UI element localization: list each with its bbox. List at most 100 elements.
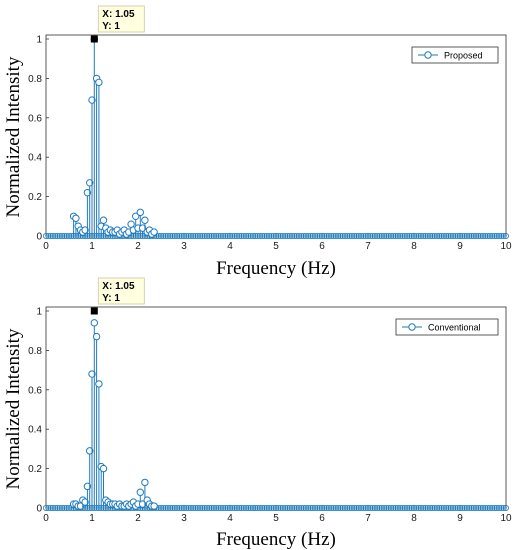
baseline-marker-conventional bbox=[355, 504, 362, 511]
baseline-marker-conventional bbox=[171, 504, 178, 511]
baseline-marker-proposed bbox=[415, 232, 422, 239]
baseline-marker-conventional bbox=[420, 504, 427, 511]
baseline-marker-conventional bbox=[197, 504, 204, 511]
x-tick-label-proposed: 9 bbox=[457, 241, 463, 252]
baseline-marker-proposed bbox=[261, 232, 268, 239]
baseline-marker-proposed bbox=[164, 232, 171, 239]
y-tick-label-proposed: 0 bbox=[36, 232, 42, 243]
baseline-marker-conventional bbox=[206, 504, 213, 511]
baseline-marker-conventional bbox=[440, 504, 447, 511]
baseline-marker-proposed bbox=[314, 232, 321, 239]
baseline-marker-conventional bbox=[415, 504, 422, 511]
baseline-marker-conventional bbox=[286, 504, 293, 511]
baseline-marker-conventional bbox=[61, 504, 68, 511]
x-tick-label-conventional: 6 bbox=[319, 513, 325, 524]
stem-marker-proposed[interactable] bbox=[136, 208, 145, 217]
stem-marker-conventional[interactable] bbox=[150, 502, 158, 510]
stem-marker-conventional[interactable] bbox=[136, 488, 145, 496]
baseline-marker-conventional bbox=[362, 504, 369, 511]
baseline-marker-conventional bbox=[247, 504, 254, 511]
baseline-marker-proposed bbox=[427, 232, 434, 239]
baseline-marker-conventional bbox=[461, 504, 468, 511]
baseline-marker-proposed bbox=[383, 232, 390, 239]
baseline-marker-proposed bbox=[424, 232, 431, 239]
baseline-marker-conventional bbox=[401, 504, 408, 511]
baseline-marker-conventional bbox=[341, 504, 348, 511]
baseline-marker-conventional bbox=[245, 504, 252, 511]
baseline-marker-conventional bbox=[210, 504, 217, 511]
stem-marker-conventional[interactable] bbox=[88, 370, 96, 378]
baseline-marker-proposed bbox=[358, 232, 365, 239]
baseline-marker-conventional bbox=[236, 504, 243, 511]
baseline-marker-conventional bbox=[353, 504, 360, 511]
stem-marker-proposed[interactable] bbox=[88, 96, 96, 104]
baseline-marker-conventional bbox=[263, 504, 270, 511]
baseline-marker-conventional bbox=[240, 504, 247, 511]
baseline-marker-proposed bbox=[49, 232, 56, 239]
baseline-marker-proposed bbox=[406, 232, 413, 239]
baseline-marker-conventional bbox=[178, 504, 185, 511]
stem-marker-conventional[interactable] bbox=[86, 447, 94, 455]
chart-conventional-xlabel: Frequency (Hz) bbox=[216, 529, 336, 550]
baseline-marker-proposed bbox=[374, 232, 381, 239]
stem-marker-proposed[interactable] bbox=[72, 214, 80, 222]
baseline-marker-conventional bbox=[390, 504, 397, 511]
stem-marker-conventional[interactable] bbox=[81, 498, 89, 506]
baseline-marker-proposed bbox=[387, 232, 394, 239]
baseline-marker-conventional bbox=[190, 504, 197, 511]
baseline-marker-conventional bbox=[316, 504, 323, 511]
y-tick-label-proposed: 0.6 bbox=[28, 113, 42, 124]
baseline-marker-conventional bbox=[277, 504, 284, 511]
baseline-marker-proposed bbox=[275, 232, 282, 239]
stem-marker-proposed[interactable] bbox=[141, 216, 149, 224]
stem-marker-proposed[interactable] bbox=[99, 216, 108, 224]
baseline-marker-conventional bbox=[438, 504, 445, 511]
baseline-marker-proposed bbox=[233, 232, 240, 239]
stem-marker-conventional[interactable] bbox=[90, 319, 99, 327]
x-tick-label-proposed: 2 bbox=[135, 241, 141, 252]
baseline-marker-proposed bbox=[477, 232, 484, 239]
baseline-marker-proposed bbox=[268, 232, 275, 239]
stem-marker-proposed[interactable] bbox=[150, 228, 158, 236]
baseline-marker-proposed bbox=[293, 232, 300, 239]
stem-marker-conventional[interactable] bbox=[99, 464, 108, 473]
baseline-marker-proposed bbox=[210, 232, 217, 239]
stem-marker-conventional[interactable] bbox=[92, 332, 101, 341]
chart-conventional: Frequency (Hz) Normalized Intensity 0 1 2 3… bbox=[3, 277, 512, 550]
stem-marker-proposed[interactable] bbox=[132, 212, 140, 221]
datatip-marker-proposed[interactable] bbox=[90, 35, 98, 43]
baseline-marker-conventional bbox=[256, 504, 263, 511]
stem-marker-proposed[interactable] bbox=[138, 224, 147, 232]
baseline-marker-conventional bbox=[447, 504, 454, 511]
stem-marker-proposed[interactable] bbox=[95, 78, 103, 87]
baseline-marker-proposed bbox=[330, 232, 337, 239]
baseline-marker-conventional bbox=[498, 504, 505, 511]
y-tick-label-proposed: 0.2 bbox=[28, 192, 42, 203]
baseline-marker-proposed bbox=[183, 232, 190, 239]
baseline-marker-proposed bbox=[201, 232, 208, 239]
baseline-marker-proposed bbox=[399, 232, 406, 239]
baseline-marker-conventional bbox=[325, 504, 332, 511]
stem-marker-conventional[interactable] bbox=[95, 380, 103, 388]
baseline-marker-conventional bbox=[160, 504, 167, 511]
baseline-marker-proposed bbox=[468, 232, 475, 239]
baseline-marker-conventional bbox=[484, 504, 491, 511]
baseline-marker-conventional bbox=[323, 504, 330, 511]
stem-marker-conventional[interactable] bbox=[141, 478, 149, 487]
baseline-marker-proposed bbox=[245, 232, 252, 239]
baseline-marker-proposed bbox=[452, 232, 459, 239]
stem-marker-proposed[interactable] bbox=[86, 179, 94, 187]
baseline-marker-conventional bbox=[261, 504, 268, 511]
baseline-marker-proposed bbox=[286, 232, 293, 239]
baseline-marker-proposed bbox=[206, 232, 213, 239]
baseline-marker-conventional bbox=[279, 504, 286, 511]
stem-marker-proposed[interactable] bbox=[83, 188, 92, 197]
baseline-marker-conventional bbox=[376, 504, 383, 511]
baseline-marker-proposed bbox=[309, 232, 316, 239]
datatip-marker-conventional[interactable] bbox=[90, 307, 98, 315]
stem-marker-proposed[interactable] bbox=[81, 226, 89, 234]
baseline-marker-conventional bbox=[443, 504, 450, 511]
baseline-marker-proposed bbox=[43, 232, 50, 239]
stem-marker-conventional[interactable] bbox=[83, 482, 92, 491]
baseline-marker-conventional bbox=[203, 504, 210, 511]
